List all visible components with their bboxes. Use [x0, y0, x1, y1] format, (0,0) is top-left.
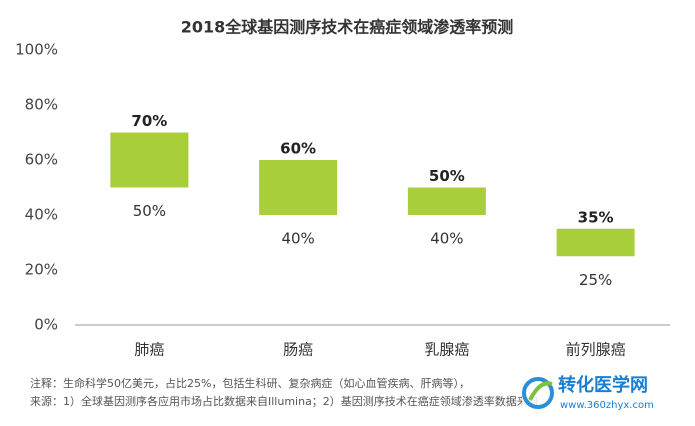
bar — [110, 132, 189, 188]
x-tick-label: 肺癌 — [134, 341, 164, 359]
high-label: 70% — [131, 112, 167, 130]
low-label: 25% — [579, 271, 612, 289]
low-label: 40% — [430, 230, 463, 248]
x-tick-label: 前列腺癌 — [566, 341, 626, 359]
y-tick-label: 60% — [25, 151, 58, 169]
y-tick-label: 0% — [34, 316, 58, 334]
low-label: 40% — [281, 230, 314, 248]
note: 注释：生命科学50亿美元，占比25%，包括生科研、复杂病症（如心血管疾病、肝病等… — [30, 376, 470, 390]
low-label: 50% — [133, 202, 166, 220]
watermark-name: 转化医学网 — [558, 374, 648, 396]
bar — [556, 228, 635, 257]
high-label: 35% — [578, 208, 614, 226]
x-tick-label: 肠癌 — [283, 341, 313, 359]
y-tick-label: 100% — [15, 41, 58, 59]
x-tick-label: 乳腺癌 — [424, 341, 469, 359]
watermark-url: www.360zhyx.com — [560, 400, 654, 411]
bar — [259, 160, 338, 215]
y-tick-label: 80% — [25, 96, 58, 114]
high-label: 60% — [280, 140, 316, 158]
watermark-logo — [522, 377, 554, 409]
y-tick-label: 40% — [25, 206, 58, 224]
chart-title: 2018全球基因测序技术在癌症领域渗透率预测 — [181, 18, 514, 37]
bar — [407, 187, 486, 215]
note: 来源：1）全球基因测序各应用市场占比数据来自Illumina；2）基因测序技术在… — [30, 394, 539, 408]
watermark-logo — [528, 381, 553, 401]
high-label: 50% — [429, 167, 465, 185]
y-tick-label: 20% — [25, 261, 58, 279]
